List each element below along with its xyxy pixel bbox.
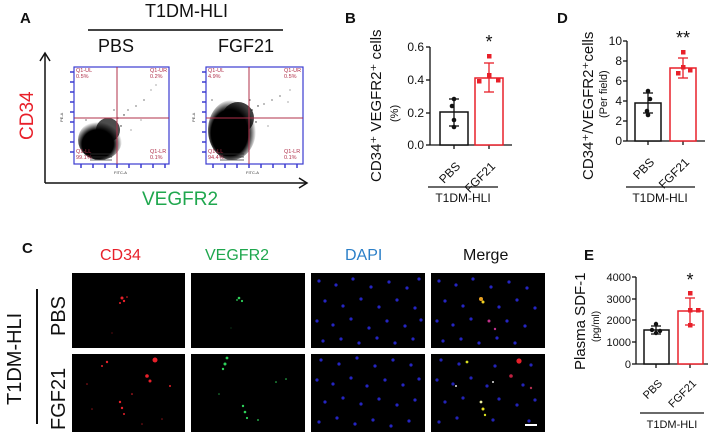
chart-e: 4000 3000 2000 1000 0 * PBS FGF21 T1DM-H… [607,270,708,431]
flow-plot-pbs: PE-A FITC-A Q1-UL 0.5% Q1-UR 0.2% Q1-LL 99.… [56,60,174,180]
panel-a-group-line [88,29,283,31]
chart-b-xlabel: T1DM-HLI [435,191,490,205]
micrograph-fgf21-merge [431,354,545,432]
chart-d-bar-fgf21 [669,67,697,142]
panel-c-row-fgf21: FGF21 [48,367,70,430]
chart-d: 10 8 6 4 2 0 ** PBS FGF21 T1DM-HLI [609,30,705,205]
chart-d-cat-fgf21: FGF21 [656,155,693,192]
chart-e-ytick: 1000 [607,337,631,349]
panel-letter-c: C [22,240,33,257]
panel-c-col-merge: Merge [463,247,509,264]
chart-e-ytick: 3000 [607,294,631,306]
chart-b-ylabel: CD34⁺ VEGFR2⁺ cells [368,29,385,182]
micrograph-fgf21-cd34 [72,354,185,432]
chart-e-xlabel: T1DM-HLI [647,419,698,431]
flow-fgf21-q-lr: Q1-LR 0.1% [284,149,301,161]
flow-pbs-q-lr: Q1-LR 0.1% [150,149,167,161]
chart-b-ytick: 0.2 [407,106,424,120]
chart-b: 0.6 0.4 0.2 0.0 * PBS FGF21 T1DM-HLI [407,35,512,205]
chart-b-ytick: 0.4 [407,73,424,87]
chart-e-significance: * [686,270,693,290]
panel-c-col-cd34: CD34 [100,247,141,264]
panel-c-col-vegfr2: VEGFR2 [205,247,270,264]
flow-pbs-q-ll: Q1-LL 99.1% [76,149,92,161]
chart-b-cat-pbs: PBS [436,159,463,186]
chart-d-ytick: 6 [615,74,622,88]
chart-e-cat-pbs: PBS [641,378,665,402]
micrograph-fgf21-vegfr2 [191,354,305,432]
panel-c-col-dapi: DAPI [345,247,383,264]
chart-e-ytick: 4000 [607,272,631,284]
micrograph-pbs-vegfr2 [191,273,305,348]
micrograph-fgf21-dapi [311,354,425,432]
flow-pbs-q-ul: Q1-UL 0.5% [76,68,93,80]
chart-d-significance: ** [676,30,690,48]
panel-a-group-label: T1DM-HLI [145,1,229,21]
panel-letter-e: E [584,247,595,264]
svg-text:FITC-A: FITC-A [114,170,127,175]
chart-d-ytick: 2 [615,114,622,128]
scale-bar [525,424,537,426]
svg-text:FITC-A: FITC-A [246,170,259,175]
flow-plot-fgf21: PE-A FITC-A Q1-UL 4.9% Q1-UR 0.5% Q1-LL 94.… [190,60,308,180]
panel-c-group-label: T1DM-HLI [4,312,26,405]
panel-letter-b: B [345,10,356,27]
panel-c-group-line [36,289,38,424]
chart-b-ytick: 0.0 [407,138,424,152]
micrograph-pbs-merge [431,273,545,348]
flow-fgf21-q-ul: Q1-UL 4.9% [208,68,225,80]
chart-e-ylabel: Plasma SDF-1 [572,272,589,370]
flow-fgf21-q-ll: Q1-LL 94.4% [208,149,224,161]
chart-e-ytick: 0 [625,359,631,371]
chart-e-ytick: 2000 [607,315,631,327]
chart-e-cat-fgf21: FGF21 [666,378,699,411]
panel-letter-a: A [20,10,31,27]
micrograph-pbs-dapi [311,273,425,348]
chart-d-ytick: 0 [615,134,622,148]
chart-d-ytick: 4 [615,94,622,108]
flow-fgf21-q-ur: Q1-UR 0.5% [284,68,302,80]
chart-d-ylabel: CD34⁺/VEGFR2⁺cells [580,31,597,180]
chart-d-xlabel: T1DM-HLI [632,191,687,205]
panel-a-condition-pbs: PBS [98,36,135,56]
svg-text:PE-A: PE-A [191,112,196,122]
panel-letter-d: D [557,10,568,27]
chart-b-ytick: 0.6 [407,40,424,54]
panel-c-row-pbs: PBS [48,295,70,336]
chart-b-significance: * [485,35,492,52]
flow-pbs-q-ur: Q1-UR 0.2% [150,68,168,80]
panel-a-axes [39,51,309,189]
chart-d-ytick: 10 [609,34,623,48]
chart-d-cat-pbs: PBS [630,155,657,182]
panel-a-y-label: CD34 [17,91,38,140]
panel-a-condition-fgf21: FGF21 [218,36,275,56]
micrograph-pbs-cd34 [72,273,185,348]
panel-a-x-label: VEGFR2 [142,189,219,210]
svg-text:PE-A: PE-A [59,112,64,122]
chart-d-ytick: 8 [615,54,622,68]
